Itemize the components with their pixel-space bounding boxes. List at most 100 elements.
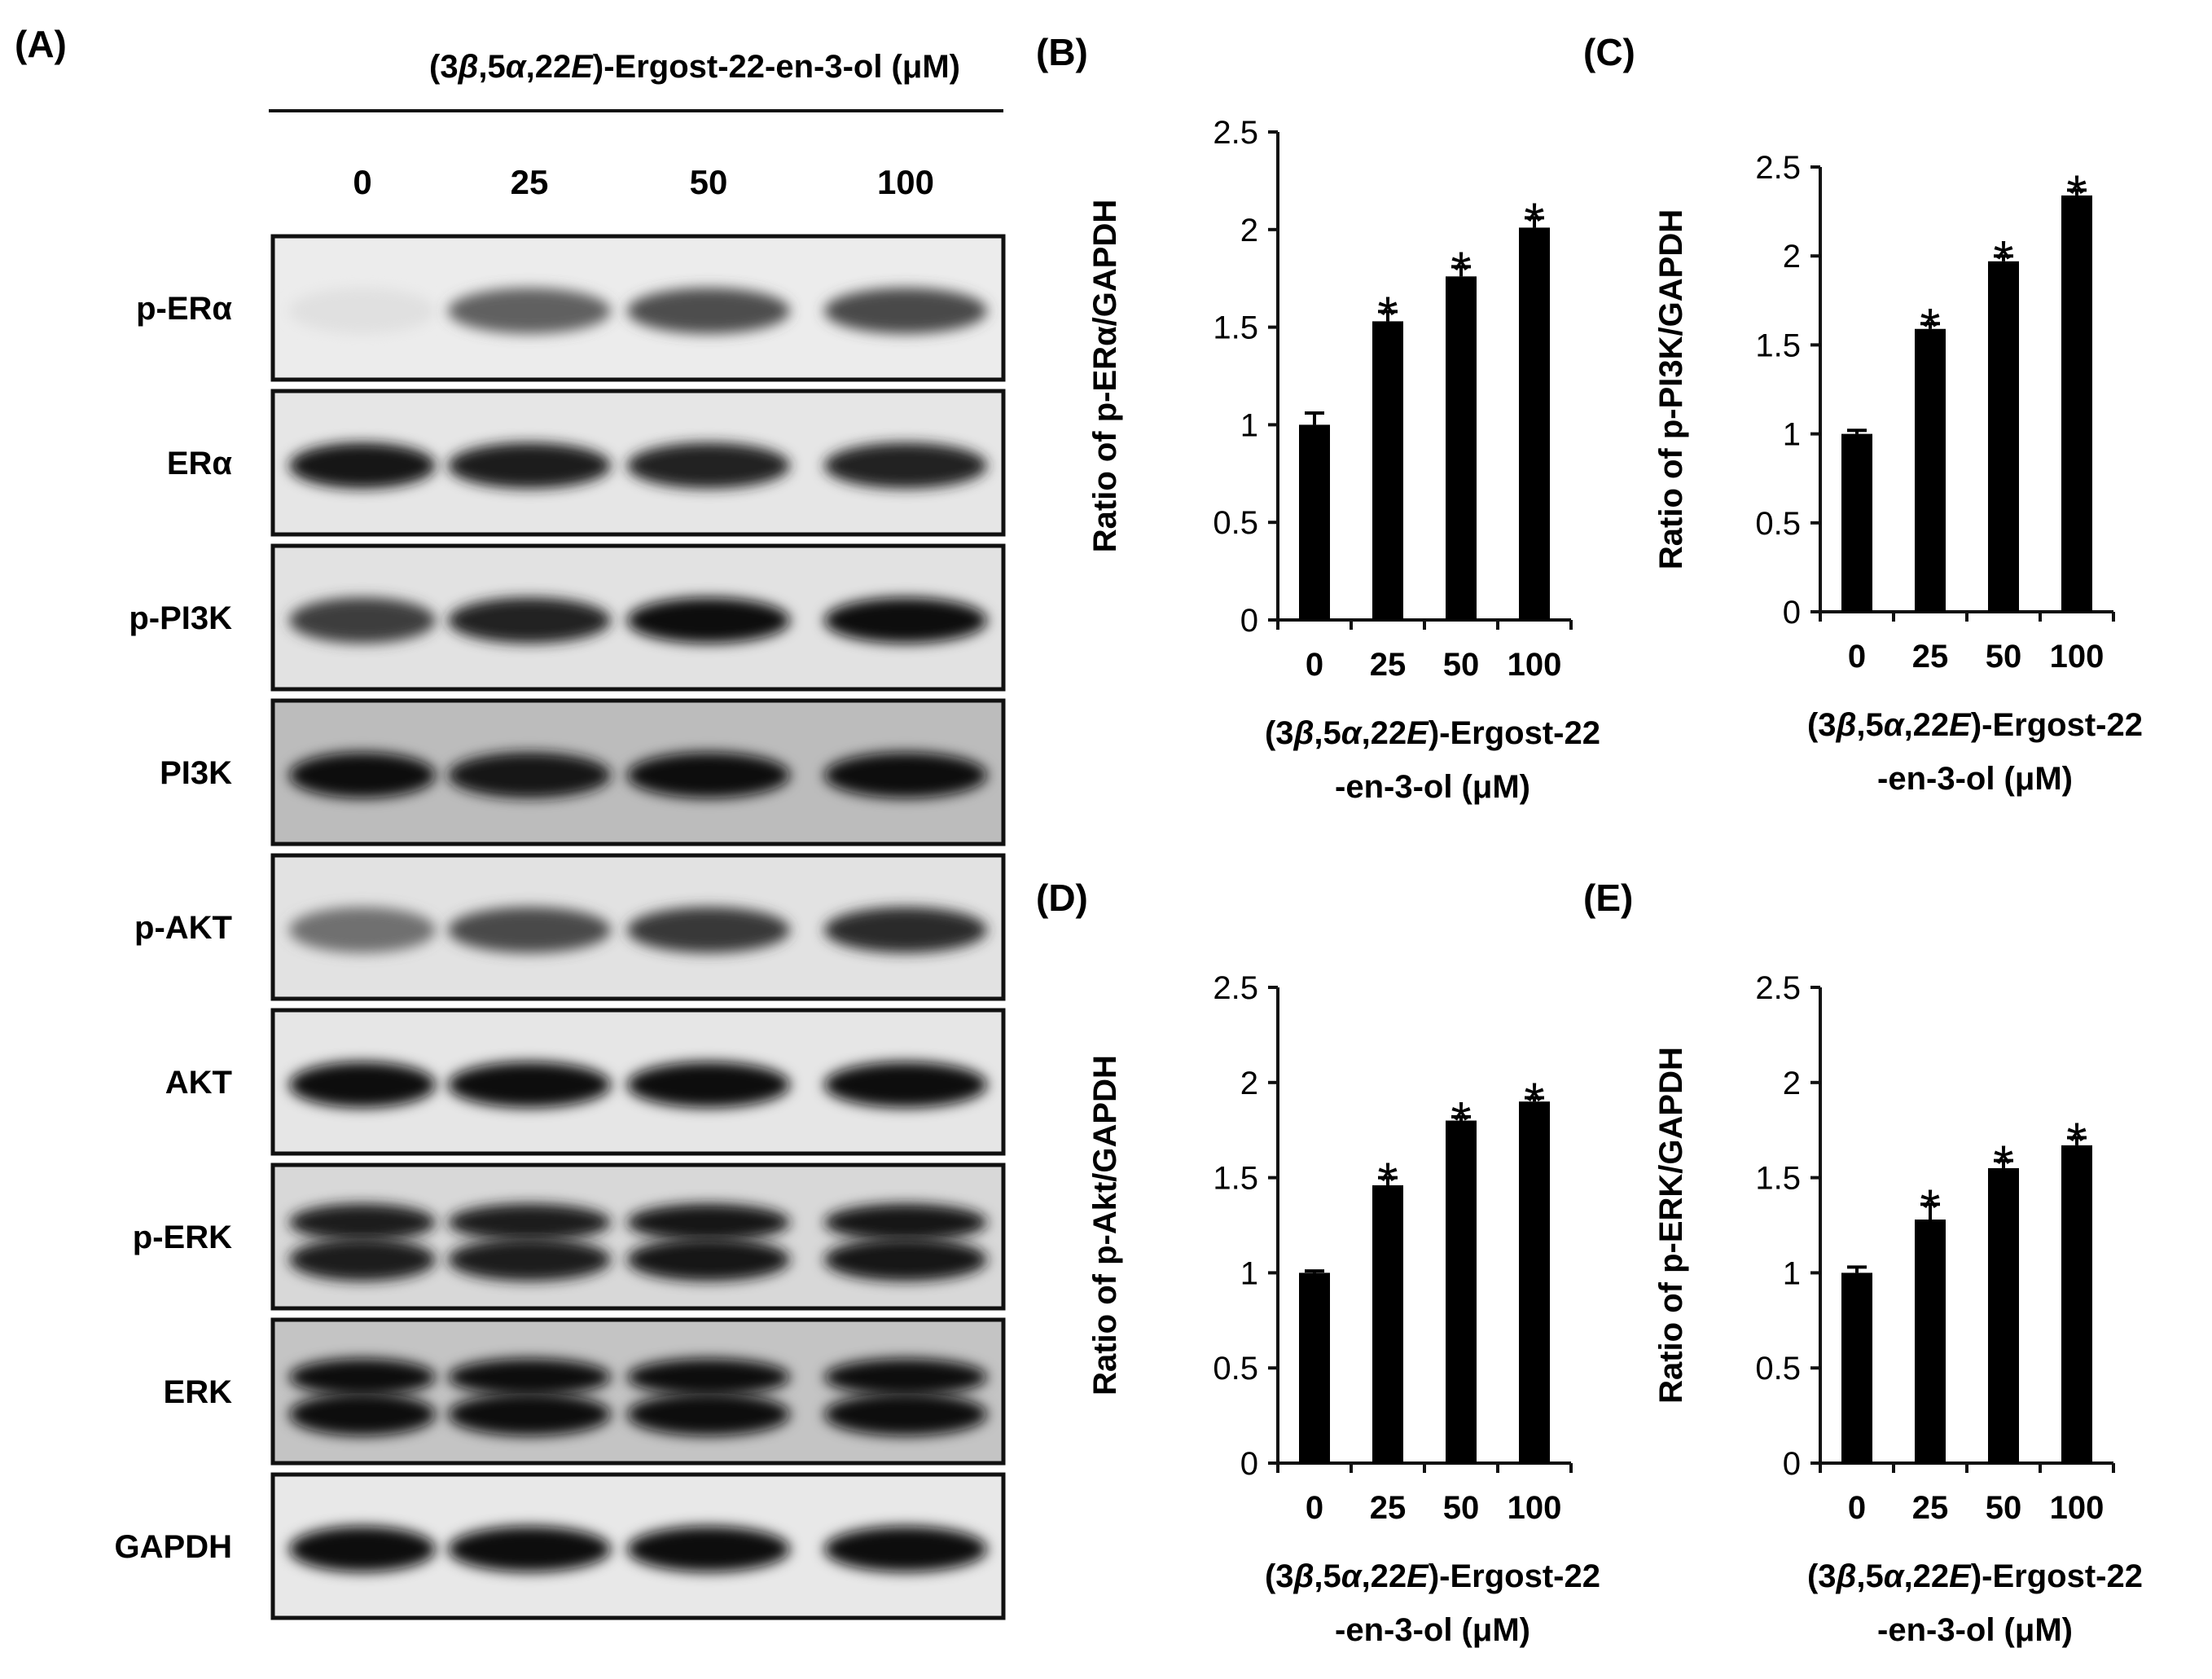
bar (1446, 1120, 1477, 1463)
blot-row: ERK (164, 1317, 1006, 1466)
panel-label: (E) (1583, 877, 1633, 919)
blot-band (627, 1526, 790, 1572)
x-tick-label: 100 (2050, 639, 2104, 675)
blot-band (627, 752, 790, 798)
x-tick-label: 50 (1986, 1490, 2022, 1526)
significance-marker: * (1994, 230, 2014, 288)
blot-row: p-ERK (133, 1163, 1006, 1311)
bar (2061, 1145, 2092, 1463)
blot-row: p-ERα (136, 234, 1006, 382)
blot-row: p-PI3K (129, 543, 1006, 692)
y-tick-label: 0 (1240, 1446, 1258, 1482)
blot-band (627, 597, 790, 644)
x-tick-label: 25 (1370, 1490, 1407, 1526)
panel-a-western-blot: (A) (3β,5α,22E)-Ergost-22-en-3-ol (μM) 0… (15, 23, 1006, 1620)
y-tick-label: 0.5 (1213, 505, 1258, 541)
blot-row: PI3K (160, 698, 1006, 846)
y-tick-label: 1 (1783, 1255, 1801, 1291)
panel-label: (B) (1036, 31, 1088, 73)
blot-band (448, 752, 611, 798)
blot-band (824, 442, 987, 489)
bar-chart-panel: (D) 0 0.5 1 1.5 2 2.5 0 * 25 * 50 * 100 Ratio of p-Akt… (1036, 877, 1600, 1648)
blot-band (289, 1237, 436, 1281)
blot-band (448, 442, 611, 489)
blot-row: GAPDH (115, 1472, 1006, 1620)
blot-row-label: ERα (167, 446, 233, 481)
x-tick-label: 0 (1848, 639, 1866, 675)
blot-band (627, 1358, 790, 1396)
blot-image-border (270, 234, 1006, 382)
y-tick-label: 2.5 (1755, 150, 1801, 186)
blot-band (448, 1358, 611, 1396)
x-tick-label: 25 (1912, 1490, 1949, 1526)
y-tick-label: 1 (1783, 417, 1801, 453)
blot-band (824, 1526, 987, 1572)
significance-marker: * (1451, 240, 1472, 299)
blot-band (289, 907, 436, 953)
blot-row: ERα (167, 389, 1006, 537)
panel-label: (C) (1583, 31, 1635, 73)
bar (1446, 276, 1477, 620)
blot-band (289, 288, 436, 334)
lane-label: 100 (877, 163, 934, 201)
y-tick-label: 0 (1240, 603, 1258, 639)
significance-marker: * (1378, 285, 1398, 344)
panel-a-label: (A) (15, 23, 67, 65)
significance-marker: * (1451, 1091, 1472, 1149)
y-tick-label: 1.5 (1755, 327, 1801, 363)
x-axis-title-line2: -en-3-ol (μM) (1877, 1612, 2073, 1648)
blot-band (627, 907, 790, 953)
panel-label: (D) (1036, 877, 1088, 919)
blot-band (289, 442, 436, 489)
blot-band (289, 597, 436, 644)
blot-band (627, 1237, 790, 1281)
y-tick-label: 2.5 (1213, 115, 1258, 151)
blot-image-border (270, 543, 1006, 692)
blot-row-label: GAPDH (115, 1529, 232, 1565)
bar (1372, 321, 1403, 620)
blot-band (824, 1358, 987, 1396)
y-tick-label: 1 (1240, 407, 1258, 443)
blot-band (627, 1203, 790, 1242)
lane-label: 0 (353, 163, 371, 201)
blot-image-border (270, 853, 1006, 1001)
significance-marker: * (1994, 1135, 2014, 1193)
significance-marker: * (1525, 191, 1545, 250)
y-tick-label: 2 (1783, 1066, 1801, 1101)
x-tick-label: 0 (1306, 1490, 1323, 1526)
x-tick-label: 100 (1508, 1490, 1562, 1526)
significance-marker: * (1920, 1178, 1941, 1237)
significance-marker: * (2067, 1112, 2087, 1171)
blot-band (448, 1526, 611, 1572)
blot-band (289, 752, 436, 798)
blot-band (824, 288, 987, 334)
blot-row-label: p-PI3K (129, 600, 232, 636)
blot-row-label: PI3K (160, 755, 232, 791)
blot-band (289, 1061, 436, 1108)
y-axis-title: Ratio of p-PI3K/GAPDH (1653, 209, 1689, 569)
bar (1299, 424, 1330, 620)
y-tick-label: 1.5 (1213, 1161, 1258, 1197)
y-tick-label: 0.5 (1755, 506, 1801, 542)
x-axis-title-line1: (3β,5α,22E)-Ergost-22 (1265, 1558, 1600, 1594)
y-tick-label: 2.5 (1213, 970, 1258, 1006)
blot-image-border (270, 1472, 1006, 1620)
lane-label: 50 (690, 163, 728, 201)
bar (1841, 1272, 1872, 1463)
blot-lane-labels: 0 25 50 100 (353, 163, 934, 201)
y-axis-title: Ratio of p-ERα/GAPDH (1087, 200, 1123, 552)
blot-header-title: (3β,5α,22E)-Ergost-22-en-3-ol (μM) (429, 49, 960, 85)
y-tick-label: 1.5 (1755, 1161, 1801, 1197)
x-tick-label: 100 (1508, 647, 1562, 683)
blot-row-label: ERK (164, 1374, 233, 1410)
x-tick-label: 25 (1370, 647, 1407, 683)
blot-row-label: p-AKT (134, 910, 232, 946)
blot-band (448, 1392, 611, 1436)
blot-image-border (270, 1008, 1006, 1156)
blot-band (627, 288, 790, 334)
blot-band (824, 752, 987, 798)
significance-marker: * (1525, 1071, 1545, 1130)
blot-band (824, 907, 987, 953)
lane-label: 25 (511, 163, 549, 201)
bar (2061, 195, 2092, 612)
